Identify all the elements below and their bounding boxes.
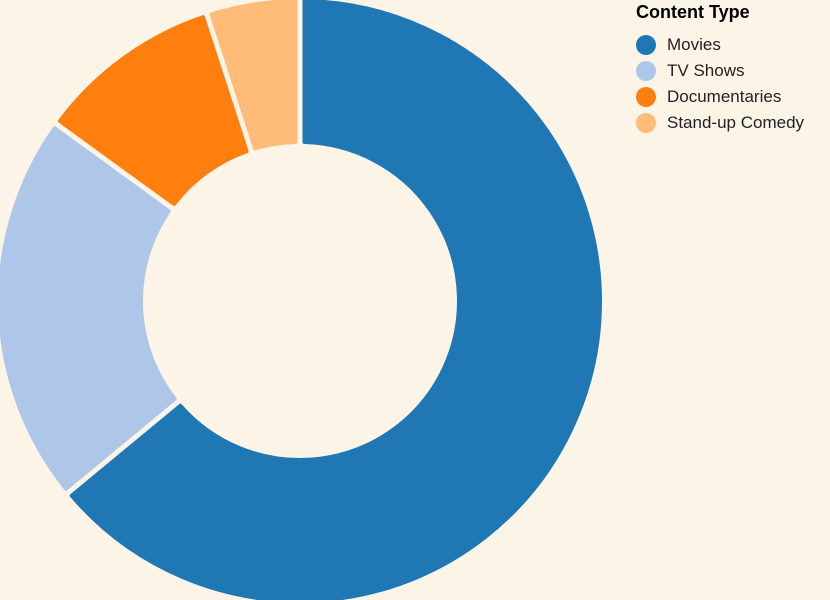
- legend-swatch-movies: [636, 35, 656, 55]
- legend-swatch-stand-up-comedy: [636, 113, 656, 133]
- legend-label-documentaries: Documentaries: [667, 87, 782, 106]
- legend-swatch-documentaries: [636, 87, 656, 107]
- legend-swatch-tv-shows: [636, 61, 656, 81]
- legend-label-stand-up-comedy: Stand-up Comedy: [667, 113, 805, 132]
- slice-stand-up-comedy: [209, 0, 298, 151]
- slice-documentaries: [57, 15, 249, 206]
- legend-items: Movies TV Shows Documentaries Stand-up Come…: [636, 32, 830, 136]
- legend-item-tv-shows: TV Shows: [636, 58, 830, 84]
- legend-label-movies: Movies: [667, 35, 721, 54]
- legend-item-documentaries: Documentaries: [636, 84, 830, 110]
- legend-title: Content Type: [636, 2, 750, 22]
- legend-item-movies: Movies: [636, 32, 830, 58]
- legend: Content Type Movies TV Shows Documentaries…: [636, 0, 830, 136]
- slice-movies: [69, 0, 602, 600]
- slice-tv-shows: [0, 126, 177, 491]
- legend-item-stand-up-comedy: Stand-up Comedy: [636, 110, 830, 136]
- legend-label-tv-shows: TV Shows: [667, 61, 745, 80]
